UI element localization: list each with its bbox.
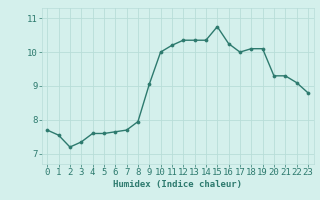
X-axis label: Humidex (Indice chaleur): Humidex (Indice chaleur) bbox=[113, 180, 242, 189]
